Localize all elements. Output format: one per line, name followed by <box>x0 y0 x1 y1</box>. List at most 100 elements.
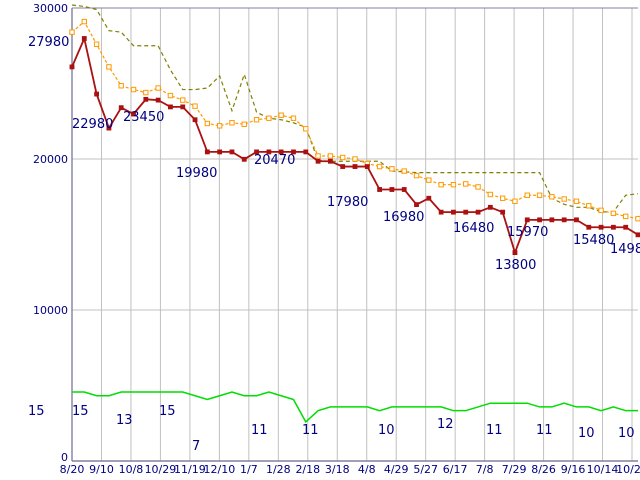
x-axis-tick-label: 8/26 <box>531 463 556 476</box>
min-price-marker <box>266 149 272 155</box>
avg-price-marker <box>463 181 469 187</box>
min-price-marker <box>537 217 542 223</box>
store-count-data-label: 11 <box>251 423 268 438</box>
min-price-marker <box>524 217 530 223</box>
avg-price-marker <box>536 192 543 198</box>
avg-price-marker <box>81 18 88 25</box>
avg-price-marker <box>69 29 75 35</box>
x-axis-tick-label: 9/10 <box>89 463 114 476</box>
avg-price-marker <box>352 156 358 162</box>
axis-lines <box>71 7 638 462</box>
store-count-data-label: 15 <box>28 404 45 419</box>
min-price-marker <box>561 217 567 223</box>
avg-price-marker <box>253 117 260 123</box>
min-price-marker <box>340 164 346 169</box>
avg-price-marker <box>118 83 124 89</box>
min-price-marker <box>106 125 112 131</box>
min-price-marker <box>254 149 259 155</box>
store-count-data-label: 11 <box>302 423 319 438</box>
avg-price-marker <box>401 168 407 174</box>
price-data-label: 23450 <box>123 110 164 125</box>
min-price-marker <box>487 204 493 210</box>
avg-price-marker <box>180 97 186 103</box>
x-axis-tick-label: 10/29 <box>145 463 177 476</box>
avg-price-marker <box>278 112 284 118</box>
avg-price-marker <box>438 181 444 188</box>
y-axis-tick-label: 0 <box>61 451 68 464</box>
avg-price-marker <box>93 41 100 47</box>
avg-price-marker <box>143 89 149 96</box>
min-price-marker <box>303 149 309 155</box>
y-axis-tick-labels: 0 10000 20000 30000 <box>33 2 68 464</box>
avg-price-marker <box>450 181 457 188</box>
avg-price-line <box>71 20 639 220</box>
x-axis-tick-label: 10/28 <box>616 463 640 476</box>
avg-price-marker <box>635 215 640 222</box>
avg-price-marker <box>389 166 395 172</box>
x-axis-tick-label: 4/29 <box>384 463 409 476</box>
min-price-marker <box>217 149 223 155</box>
min-price-marker <box>118 105 124 111</box>
price-data-label: 14980 <box>610 242 640 257</box>
avg-price-marker <box>290 115 297 121</box>
min-price-marker <box>81 36 87 41</box>
x-axis-tick-label: 1/7 <box>240 463 258 476</box>
min-price-marker <box>364 164 370 169</box>
avg-price-marker <box>561 196 567 202</box>
y-axis-tick-label: 20000 <box>33 153 68 166</box>
avg-price-marker <box>586 203 592 209</box>
min-price-marker <box>635 232 640 238</box>
avg-price-marker <box>610 210 617 217</box>
min-price-marker <box>389 187 395 192</box>
store-count-data-label: 10 <box>578 426 595 441</box>
avg-price-marker <box>229 120 235 126</box>
store-count-data-label: 11 <box>536 423 553 438</box>
y-axis-tick-label: 10000 <box>33 304 68 317</box>
x-axis-tick-label: 12/10 <box>204 463 236 476</box>
min-price-marker <box>574 217 579 223</box>
store-count-data-label: 15 <box>159 404 176 419</box>
min-price-marker <box>598 224 604 230</box>
min-price-marker <box>192 117 198 123</box>
x-axis-tick-label: 7/29 <box>502 463 527 476</box>
min-price-marker <box>278 149 284 155</box>
min-price-marker <box>69 64 75 70</box>
min-price-marker <box>610 224 616 230</box>
avg-price-marker <box>266 115 272 121</box>
min-price-marker <box>131 111 136 117</box>
price-data-label: 22980 <box>72 117 113 132</box>
avg-price-marker <box>204 120 211 127</box>
x-axis-tick-label: 7/8 <box>476 463 494 476</box>
min-price-marker <box>438 209 444 215</box>
avg-price-series <box>69 18 640 222</box>
x-axis-tick-label: 3/18 <box>325 463 350 476</box>
avg-price-marker <box>426 177 432 183</box>
store-count-data-label: 10 <box>378 423 395 438</box>
min-price-marker <box>451 209 456 215</box>
price-data-label: 27980 <box>28 35 69 50</box>
avg-price-marker <box>339 154 346 161</box>
price-point-labels: 27980 22980 23450 19980 20470 17980 16980 16480… <box>28 35 640 273</box>
store-count-series <box>72 391 638 424</box>
avg-price-marker <box>475 184 481 190</box>
price-data-label: 15480 <box>573 233 614 248</box>
x-axis-tick-label: 5/27 <box>413 463 438 476</box>
min-price-marker <box>377 187 383 192</box>
price-data-label: 13800 <box>495 258 536 273</box>
min-price-marker <box>623 224 629 230</box>
min-price-marker <box>401 187 407 192</box>
avg-price-marker <box>487 191 494 198</box>
x-axis-tick-label: 8/20 <box>60 463 85 476</box>
price-data-label: 16980 <box>383 210 424 225</box>
min-price-marker <box>586 224 592 230</box>
min-price-marker <box>229 149 235 155</box>
min-price-marker <box>500 209 506 215</box>
avg-price-marker <box>216 123 223 129</box>
x-axis-tick-label: 6/17 <box>443 463 468 476</box>
min-price-marker <box>352 164 358 169</box>
x-axis-tick-label: 4/8 <box>358 463 376 476</box>
avg-price-marker <box>327 153 334 159</box>
